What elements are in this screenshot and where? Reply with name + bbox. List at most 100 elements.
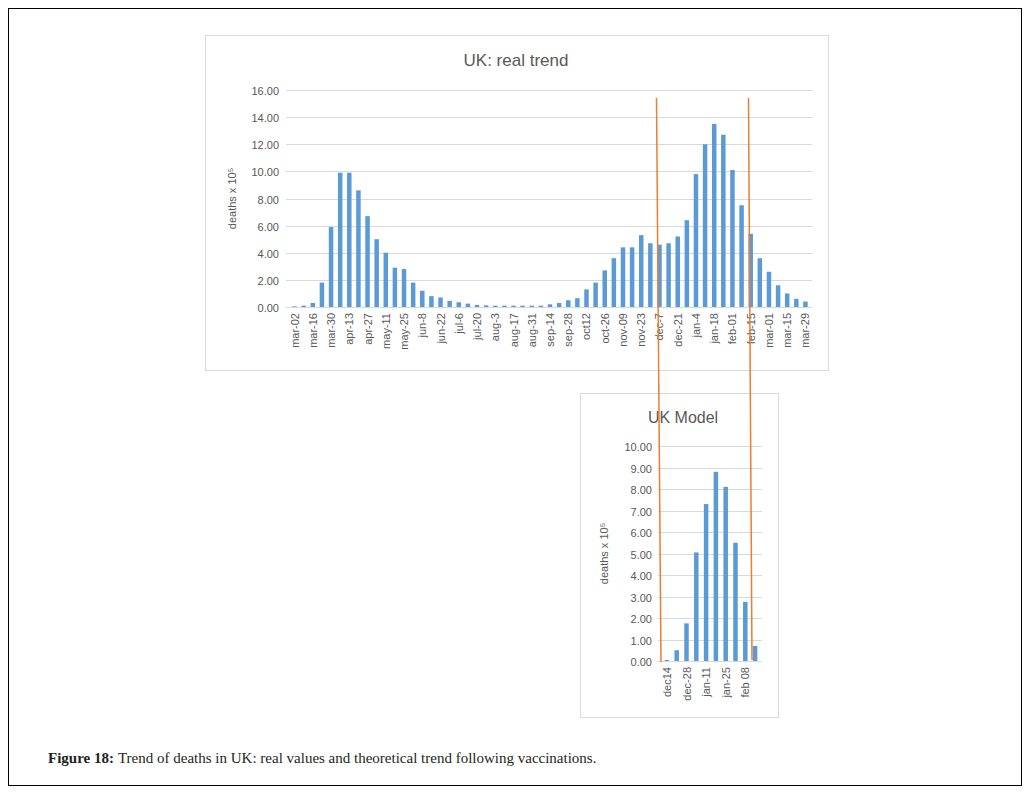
bar [803,302,808,307]
y-tick-label: 14.00 [251,112,279,124]
x-tick-label: dec-21 [672,313,684,347]
bar [365,216,370,307]
caption-label: Figure 18: [48,750,114,766]
bar [694,552,699,661]
y-tick-label: 5.00 [631,549,652,561]
chart: UK: real trenddeaths x 10⁵0.002.004.006.… [206,36,829,371]
x-tick-label: apr-27 [362,313,374,345]
x-tick-label: mar-02 [289,313,301,348]
x-tick-label: dec-7 [653,313,665,341]
bar [338,173,343,307]
bar [438,298,443,307]
bar [703,144,708,307]
x-tick-label: mar-30 [325,313,337,348]
bar [794,299,799,307]
bar [602,270,607,307]
bar [530,306,535,307]
x-tick-label: jun-8 [416,313,428,338]
bar [785,293,790,307]
bar [320,283,325,307]
bar [402,269,407,307]
bar [301,306,306,307]
y-tick-label: 6.00 [258,221,279,233]
bar [539,306,544,307]
y-tick-label: 7.00 [631,506,652,518]
x-tick-label: sep-28 [562,313,574,347]
bar [502,306,507,307]
bar [484,305,489,307]
chart-title: UK: real trend [464,51,569,70]
bar [384,253,389,307]
x-tick-label: oct-26 [599,313,611,344]
bar [648,243,653,307]
grid-line [286,90,812,91]
bar [767,272,772,307]
y-axis-title: deaths x 10⁵ [598,523,610,584]
bar [684,623,689,661]
bar [457,302,462,307]
grid-line [658,554,762,555]
x-tick-label: dec14 [661,667,673,697]
grid-line [658,532,762,533]
bar [466,304,471,307]
x-tick-label: mar-16 [307,313,319,348]
bar [584,289,589,307]
bar [593,283,598,307]
figure-frame [9,9,1022,786]
bar [447,301,452,307]
x-tick-label: feb 08 [739,667,751,698]
chart: UK Modeldeaths x 10⁵0.001.002.003.004.00… [581,394,779,718]
x-tick-label: feb-01 [726,313,738,344]
x-tick-label: mar-15 [781,313,793,348]
bar [675,236,680,307]
x-tick-label: jan-18 [708,313,720,345]
x-tick-label: jan-11 [700,667,712,698]
bar [674,650,679,661]
bar [356,190,361,307]
x-tick-label: oct12 [580,313,592,340]
grid-line [658,511,762,512]
bar [723,487,728,661]
x-tick-label: aug-3 [489,313,501,341]
bar [743,602,748,661]
y-tick-label: 0.00 [631,656,652,668]
y-tick-label: 4.00 [631,570,652,582]
y-tick-label: 0.00 [258,302,279,314]
grid-line [658,597,762,598]
grid-line [286,117,812,118]
y-tick-label: 16.00 [251,85,279,97]
x-tick-label: nov-23 [635,313,647,347]
y-tick-label: 9.00 [631,463,652,475]
bar [411,283,416,307]
bar [493,306,498,307]
x-tick-label: nov-09 [617,313,629,347]
bar [374,239,379,307]
x-tick-label: jan-25 [720,667,732,699]
bars [292,124,807,307]
x-tick-label: jul-20 [471,313,483,341]
y-axis-title: deaths x 10⁵ [226,168,238,229]
x-tick-label: jun-22 [435,313,447,345]
bar [393,268,398,307]
chart-frame [581,394,779,718]
grid-line [286,307,812,308]
bar [475,305,480,307]
bar [714,472,719,661]
figure: UK: real trend deaths x 10⁵ 0.00 2.00 4.00 6.… [0,0,1030,797]
y-tick-label: 10.00 [624,441,652,453]
y-tick-label: 2.00 [258,275,279,287]
bar [347,173,352,307]
bar [730,170,735,307]
x-tick-label: jul-6 [453,313,465,335]
x-tick-label: aug-31 [526,313,538,347]
bar [311,303,316,307]
bar [721,135,726,307]
bar [712,124,717,307]
bar [704,504,709,661]
chart-frame [206,36,829,371]
bar [666,243,671,307]
bar [630,247,635,307]
x-tick-label: apr-13 [343,313,355,345]
bar [758,258,763,307]
y-tick-label: 8.00 [258,194,279,206]
